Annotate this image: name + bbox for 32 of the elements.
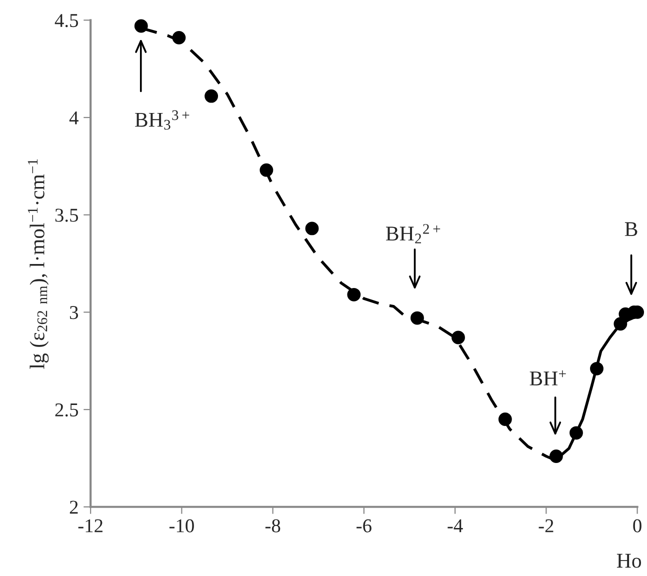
- point: [498, 412, 512, 426]
- x-tick-label: -4: [448, 519, 463, 532]
- point: [590, 362, 604, 376]
- x-tick-label: -12: [78, 519, 102, 532]
- annotation: BH$_{2}$$^{2+}$: [386, 224, 440, 244]
- point: [570, 426, 583, 440]
- point: [134, 19, 148, 33]
- y-axis-title: lg (ε$_{262 nm}$), l·mol$^{−1}$·cm$^{−1}$: [28, 159, 49, 369]
- annotation: B: [624, 222, 638, 236]
- y-tick-label: 4: [69, 111, 78, 124]
- point: [204, 89, 218, 103]
- point: [410, 311, 424, 325]
- y-tick-label: 2.5: [55, 403, 78, 417]
- point: [305, 222, 319, 236]
- point: [614, 317, 628, 331]
- x-tick-label: 0: [633, 519, 642, 532]
- x-tick-label: -8: [265, 519, 280, 532]
- point: [172, 30, 186, 44]
- annotation: BH$^{+}$: [530, 370, 566, 386]
- x-tick-label: -10: [169, 519, 194, 532]
- y-tick-label: 2: [70, 500, 78, 514]
- y-tick-label: 3: [70, 306, 78, 320]
- y-tick-label: 3.5: [55, 208, 78, 222]
- point: [260, 163, 274, 177]
- x-tick-label: -6: [356, 519, 372, 532]
- point: [452, 330, 465, 344]
- point: [549, 450, 563, 463]
- annotation: BH$_{3}$$^{3+}$: [135, 110, 190, 130]
- x-axis-title: Ho: [616, 554, 642, 568]
- y-tick-label: 4.5: [54, 14, 78, 28]
- point: [347, 288, 361, 302]
- x-tick-label: -2: [538, 519, 554, 532]
